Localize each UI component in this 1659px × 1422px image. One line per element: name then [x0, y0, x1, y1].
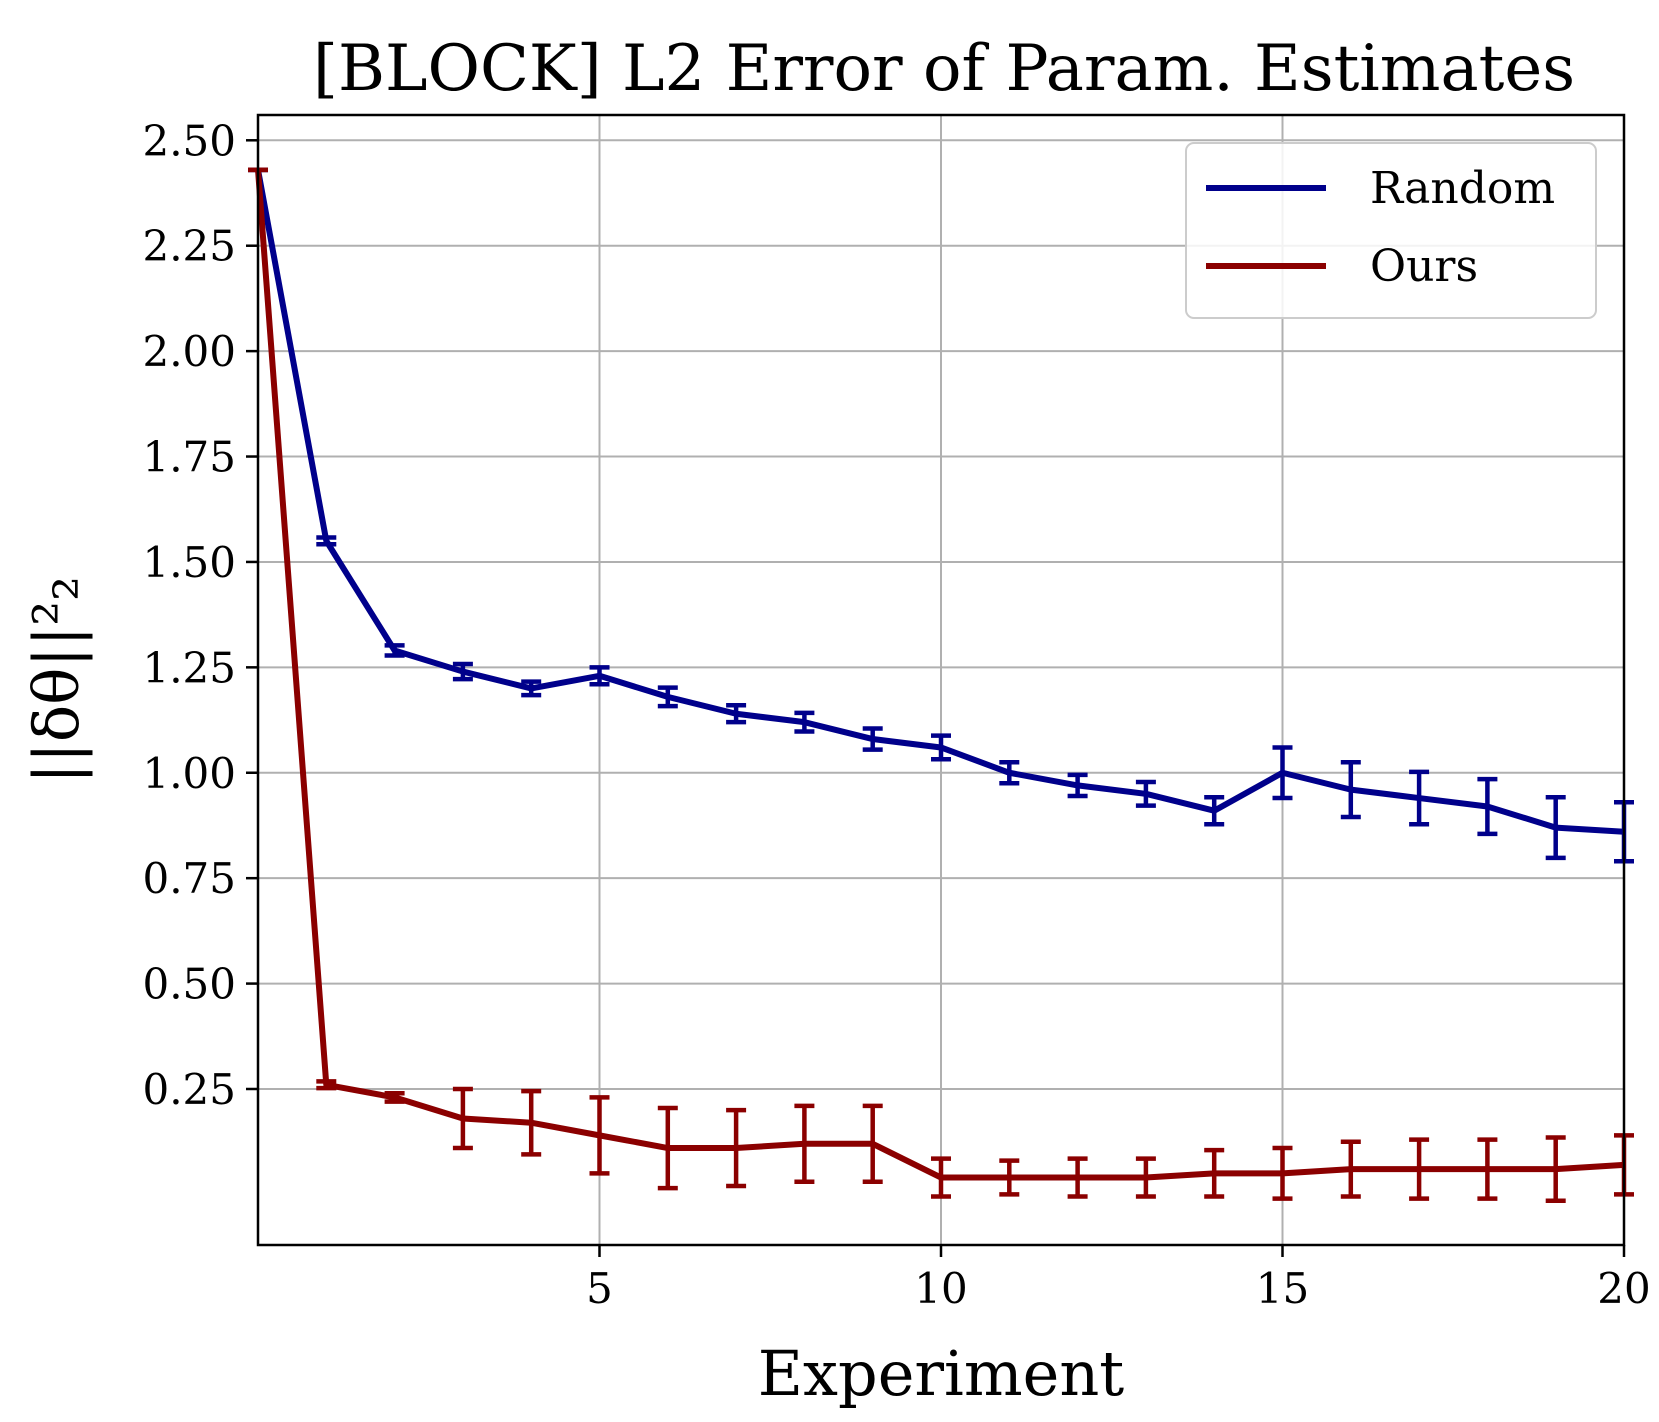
- y-tick-label-6: 1.75: [142, 433, 236, 482]
- error-bar-ours-5: [589, 1095, 610, 1176]
- error-bar-random-8: [794, 710, 815, 734]
- error-bar-ours-11: [999, 1158, 1020, 1197]
- y-tick-label-8: 2.25: [142, 222, 236, 271]
- y-tick-label-5: 1.50: [142, 538, 236, 587]
- error-bar-ours-4: [521, 1088, 542, 1157]
- legend-label-random: Random: [1370, 163, 1555, 214]
- error-bar-ours-10: [931, 1156, 951, 1199]
- error-bar-random-12: [1067, 772, 1088, 799]
- y-tick-label-1: 0.50: [142, 960, 236, 1009]
- y-axis-label: ||δθ||²₂: [20, 576, 93, 784]
- error-bar-random-7: [726, 703, 747, 725]
- error-bar-ours-16: [1340, 1139, 1361, 1199]
- error-bar-ours-19: [1545, 1135, 1566, 1203]
- error-bar-random-6: [657, 685, 678, 709]
- error-bar-random-15: [1272, 745, 1293, 801]
- legend-label-ours: Ours: [1370, 241, 1478, 292]
- error-bar-random-5: [589, 665, 610, 687]
- error-bar-ours-2: [384, 1090, 405, 1104]
- chart-title: [BLOCK] L2 Error of Param. Estimates: [313, 32, 1575, 106]
- y-tick-label-3: 1.00: [142, 749, 236, 798]
- x-tick-label-1: 10: [914, 1264, 967, 1313]
- y-tick-label-4: 1.25: [142, 643, 236, 692]
- error-bar-ours-18: [1477, 1137, 1498, 1201]
- error-bar-random-4: [521, 679, 542, 698]
- y-tick-label-2: 0.75: [142, 854, 236, 903]
- y-tick-label-7: 2.00: [142, 327, 236, 376]
- y-tick-label-0: 0.25: [142, 1065, 236, 1114]
- legend: Random Ours: [1185, 142, 1597, 319]
- x-tick-label-2: 15: [1256, 1264, 1309, 1313]
- error-bar-random-9: [862, 726, 883, 752]
- error-bar-random-11: [999, 759, 1020, 786]
- error-bar-ours-9: [862, 1103, 883, 1185]
- error-bar-random-1: [316, 535, 337, 547]
- error-bar-random-13: [1135, 779, 1156, 808]
- error-bar-random-3: [452, 661, 473, 682]
- error-bar-ours-8: [794, 1103, 815, 1185]
- error-bar-ours-13: [1135, 1156, 1156, 1199]
- error-bar-ours-6: [657, 1105, 678, 1191]
- error-bar-ours-17: [1409, 1137, 1430, 1201]
- error-bar-random-14: [1204, 794, 1225, 827]
- error-bar-ours-12: [1067, 1156, 1088, 1199]
- error-bar-random-10: [931, 733, 951, 762]
- error-bar-ours-15: [1272, 1145, 1293, 1201]
- error-bar-random-17: [1409, 769, 1430, 827]
- error-bar-random-19: [1545, 794, 1566, 861]
- x-tick-label-0: 5: [586, 1264, 613, 1313]
- error-bar-random-16: [1340, 759, 1361, 820]
- x-tick-label-3: 20: [1597, 1264, 1650, 1313]
- error-bar-ours-14: [1204, 1147, 1225, 1199]
- error-bar-ours-3: [452, 1086, 473, 1151]
- error-bar-ours-7: [726, 1107, 747, 1189]
- x-axis-label: Experiment: [758, 1337, 1124, 1410]
- ticks: 5 10 15 20 0.25 0.50 0.75 1.00 1.25 1.50 1.75 2.00 2…: [142, 116, 1650, 1313]
- error-bar-random-2: [384, 643, 405, 658]
- error-bar-random-18: [1477, 776, 1498, 837]
- error-bar-ours-1: [316, 1079, 337, 1091]
- y-tick-label-9: 2.50: [142, 116, 236, 165]
